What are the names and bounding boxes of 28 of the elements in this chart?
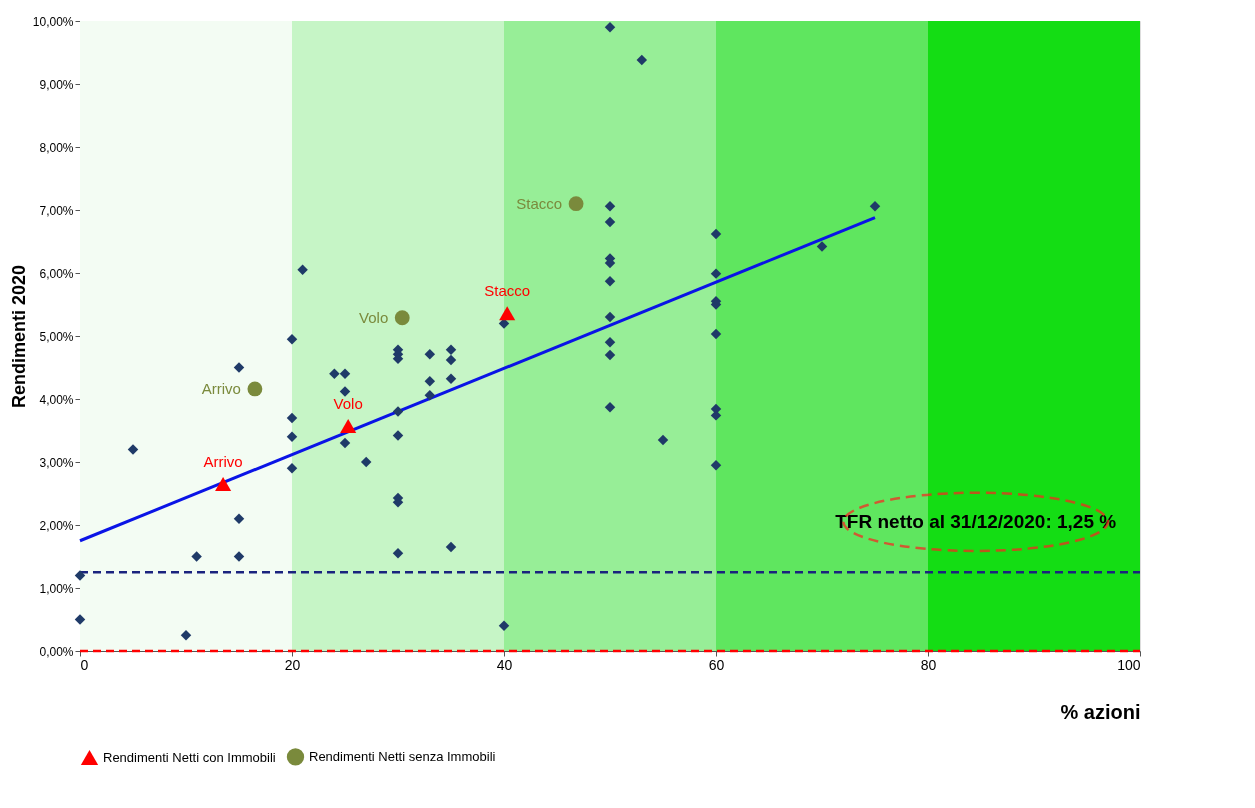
y-tick-label: 2,00% [39,518,74,533]
y-tick-label: 1,00% [39,581,74,596]
data-label: Volo [359,308,389,326]
y-tick-label: 8,00% [39,140,74,155]
data-label: Arrivo [201,379,241,397]
y-tick-label: 10,00% [32,14,74,29]
x-tick-label: 20 [284,656,301,673]
y-tick-label: 3,00% [39,455,74,470]
y-tick-label: 7,00% [39,203,74,218]
x-tick-label: 80 [920,656,937,673]
x-axis-title: % azioni [1060,700,1141,723]
data-label: Volo [333,395,363,413]
x-tick-label: 60 [708,656,725,673]
y-tick-label: 6,00% [39,266,74,281]
y-tick-label: 9,00% [39,77,74,92]
y-tick-label: 4,00% [39,392,74,407]
legend-label: Rendimenti Netti con Immobili [103,749,276,765]
y-tick-label: 0,00% [39,644,74,659]
x-tick-label: 100 [1117,656,1141,673]
legend-label: Rendimenti Netti senza Immobili [309,748,496,764]
y-axis-title: Rendimenti 2020 [8,264,29,409]
data-label: Stacco [516,194,563,212]
annotation: TFR netto al 31/12/2020: 1,25 % [835,510,1117,532]
data-label: Arrivo [203,453,243,471]
x-tick-label: 40 [496,656,513,673]
x-tick-label: 0 [80,656,89,673]
data-label: Stacco [484,282,531,300]
y-tick-label: 5,00% [39,329,74,344]
